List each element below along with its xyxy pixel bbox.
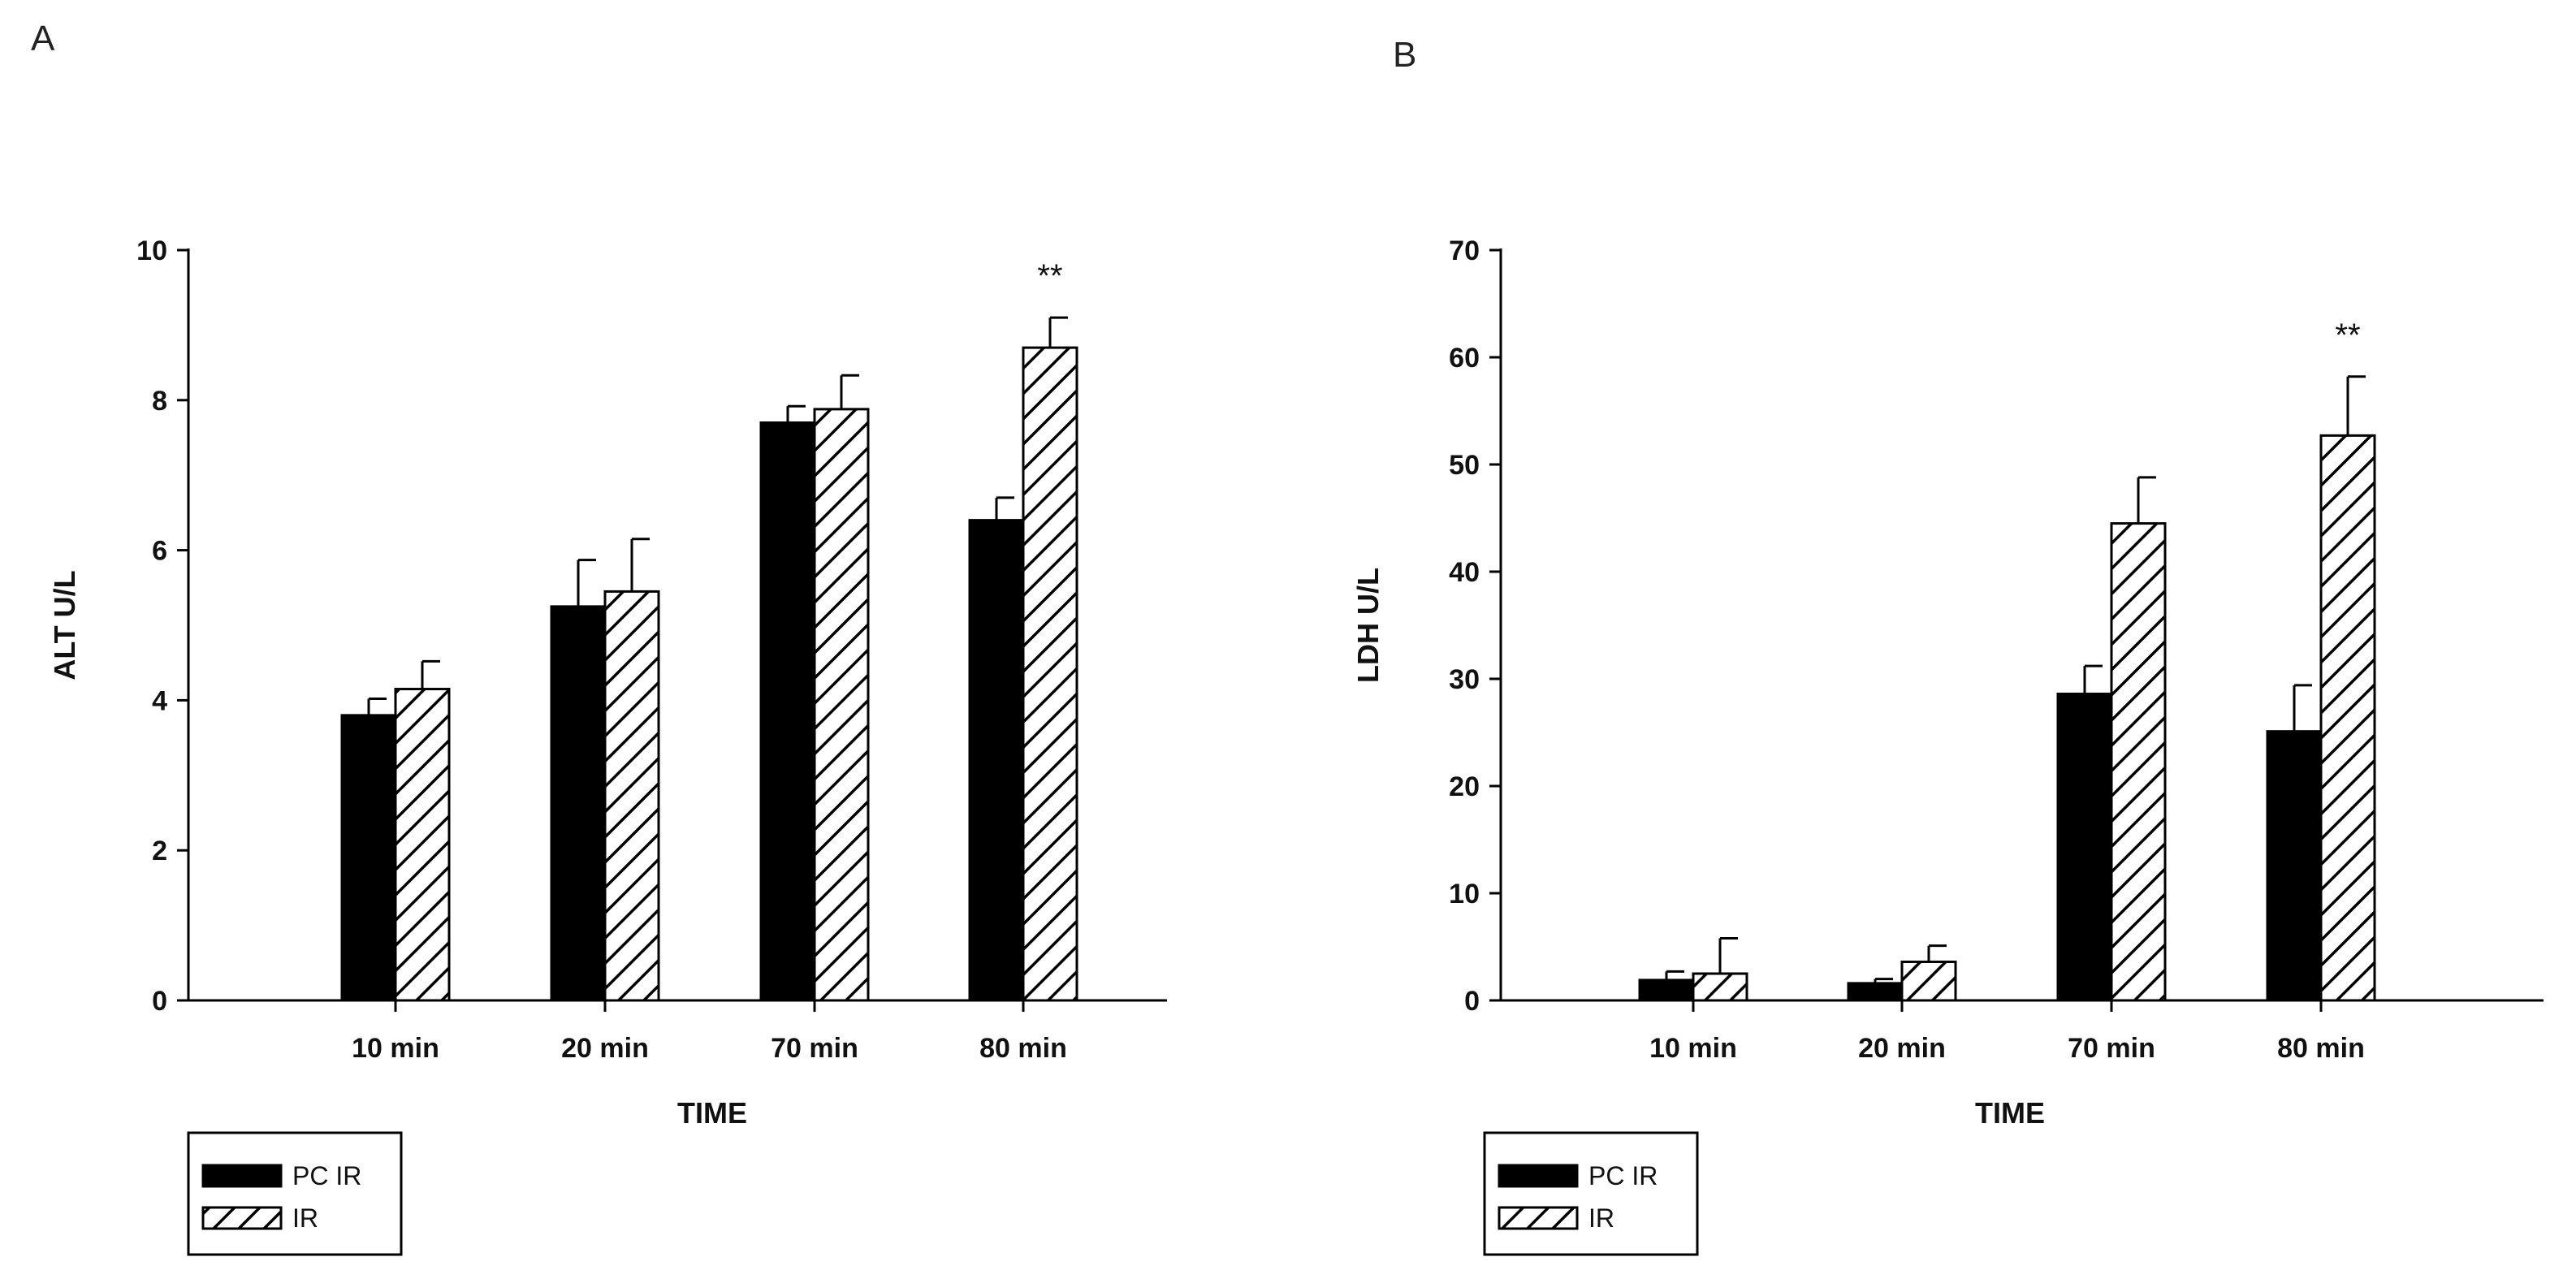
legend-label: PC IR [1588, 1161, 1658, 1190]
legend-swatch [1498, 1206, 1579, 1230]
x-tick-label: 70 min [2068, 1033, 2155, 1064]
y-axis-title: LDH U/L [1351, 568, 1385, 683]
bar-pc-ir-20min [1847, 982, 1904, 1002]
bar-pc-ir-70min [2056, 692, 2113, 1002]
y-tick-label: 4 [152, 685, 167, 716]
chart-panel-B: B 0 10 20 30 40 50 60 70 10 min 20 min 70 min 80 min… [1351, 35, 2544, 1256]
x-tick-label: 20 min [561, 1033, 649, 1064]
y-tick-label: 8 [152, 386, 167, 417]
y-tick-label: 60 [1449, 343, 1480, 374]
bar-pc-ir-10min [1638, 978, 1695, 1002]
bar-ir-80min [1022, 346, 1078, 1002]
bar-pc-ir-10min [340, 714, 397, 1002]
y-tick-label: 40 [1449, 557, 1480, 588]
bar-ir-10min [1692, 972, 1748, 1002]
x-tick-label: 80 min [979, 1033, 1067, 1064]
significance-annotation: ** [1037, 258, 1062, 294]
y-tick-label: 30 [1449, 664, 1480, 695]
y-tick-label: 0 [1464, 986, 1480, 1017]
y-tick-label: 6 [152, 536, 167, 567]
y-tick-label: 2 [152, 836, 167, 866]
bar-ir-10min [394, 688, 451, 1002]
bar-pc-ir-80min [968, 519, 1025, 1002]
bar-ir-80min [2319, 434, 2376, 1002]
panel-label: A [31, 19, 55, 58]
y-tick-label: 20 [1449, 771, 1480, 802]
panel-label: B [1393, 35, 1416, 75]
y-tick-label: 10 [1449, 879, 1480, 909]
y-tick-label: 50 [1449, 450, 1480, 481]
x-tick-label: 20 min [1858, 1033, 1946, 1064]
significance-annotation: ** [2335, 318, 2360, 353]
bar-pc-ir-70min [759, 421, 816, 1002]
legend-label: PC IR [292, 1161, 361, 1190]
y-tick-label: 10 [136, 235, 167, 266]
legend-label: IR [292, 1203, 318, 1233]
x-axis-title: TIME [677, 1096, 747, 1130]
x-tick-label: 10 min [1649, 1033, 1737, 1064]
legend-box [187, 1131, 403, 1256]
legend-box [1483, 1131, 1699, 1256]
x-tick-label: 70 min [771, 1033, 858, 1064]
y-tick-label: 0 [152, 986, 167, 1017]
legend: PC IR IR [187, 1131, 403, 1256]
x-tick-label: 80 min [2277, 1033, 2365, 1064]
bar-ir-20min [603, 590, 660, 1002]
bar-ir-70min [2110, 522, 2167, 1002]
y-tick-label: 70 [1449, 235, 1480, 266]
bar-pc-ir-80min [2266, 730, 2323, 1002]
legend: PC IR IR [1483, 1131, 1699, 1256]
bar-ir-70min [813, 408, 870, 1002]
x-tick-label: 10 min [352, 1033, 439, 1064]
x-axis-title: TIME [1975, 1096, 2045, 1130]
legend-swatch [201, 1164, 283, 1188]
chart-panel-A: A 0 2 4 6 8 10 10 min 20 min 70 min 80 min ** ALT U/… [31, 19, 1167, 1256]
bar-ir-20min [1900, 960, 1957, 1002]
legend-label: IR [1588, 1203, 1614, 1233]
y-axis-title: ALT U/L [48, 570, 81, 680]
legend-swatch [201, 1206, 283, 1230]
legend-swatch [1498, 1164, 1579, 1188]
bar-pc-ir-20min [550, 605, 607, 1002]
